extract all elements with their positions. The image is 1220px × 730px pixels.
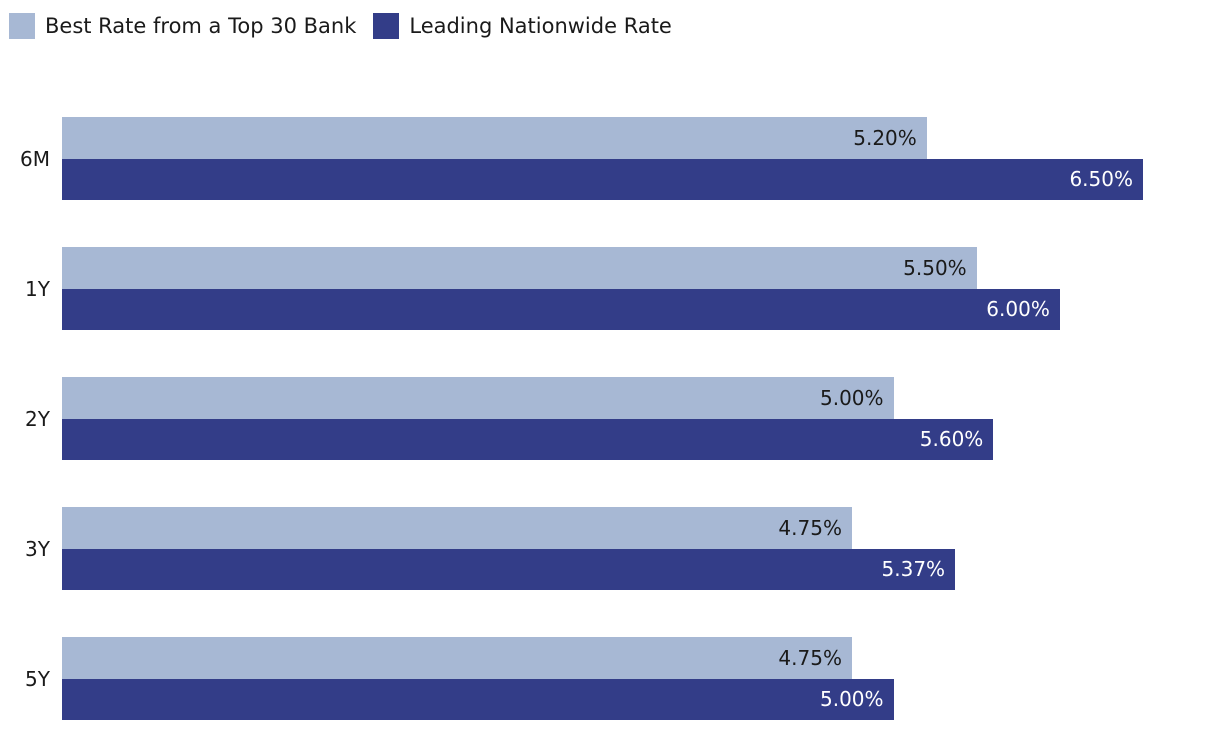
bar-nationwide: 5.60% <box>62 418 994 460</box>
category-label: 3Y <box>25 536 50 561</box>
bar-top30-bank: 4.75% <box>62 637 852 679</box>
bar-value-label: 5.00% <box>819 687 884 712</box>
category-label: 5Y <box>25 666 50 691</box>
bar-value-label: 4.75% <box>778 515 842 540</box>
bar-value-label: 5.20% <box>853 125 917 150</box>
bar-stack: 4.75% 5.00% <box>62 637 1220 720</box>
legend-item-nationwide: Leading Nationwide Rate <box>373 13 672 39</box>
bar-top30-bank: 4.75% <box>62 507 852 549</box>
category-label: 2Y <box>25 406 50 431</box>
bar-group-5y: 5Y 4.75% 5.00% <box>0 637 1220 720</box>
bar-top30-bank: 5.50% <box>62 247 977 289</box>
bar-stack: 5.20% 6.50% <box>62 117 1220 200</box>
bar-stack: 4.75% 5.37% <box>62 507 1220 590</box>
category-label: 6M <box>20 146 50 171</box>
bar-group-1y: 1Y 5.50% 6.00% <box>0 247 1220 330</box>
bar-value-label: 6.50% <box>1069 167 1133 192</box>
legend-label-nationwide: Leading Nationwide Rate <box>409 14 672 38</box>
bar-value-label: 6.00% <box>986 297 1050 322</box>
legend-label-top30: Best Rate from a Top 30 Bank <box>45 14 357 38</box>
bar-value-label: 5.60% <box>919 427 984 452</box>
bar-stack: 5.00% 5.60% <box>62 377 1220 460</box>
bar-value-label: 5.50% <box>903 255 967 280</box>
chart-legend: Best Rate from a Top 30 Bank Leading Nat… <box>9 13 672 39</box>
bar-value-label: 4.75% <box>778 645 842 670</box>
category-label: 1Y <box>25 276 50 301</box>
bar-chart: 6M 5.20% 6.50% 1Y 5.50% 6.00% 2Y 5.00% 5.60% 3Y 4.… <box>0 117 1220 720</box>
bar-nationwide: 6.00% <box>62 288 1060 330</box>
bar-stack: 5.50% 6.00% <box>62 247 1220 330</box>
bar-group-3y: 3Y 4.75% 5.37% <box>0 507 1220 590</box>
bar-nationwide: 6.50% <box>62 158 1143 200</box>
legend-swatch-top30 <box>9 13 35 39</box>
bar-top30-bank: 5.00% <box>62 377 894 419</box>
bar-group-6m: 6M 5.20% 6.50% <box>0 117 1220 200</box>
bar-top30-bank: 5.20% <box>62 117 927 159</box>
bar-nationwide: 5.37% <box>62 548 956 590</box>
legend-item-top30: Best Rate from a Top 30 Bank <box>9 13 356 39</box>
legend-swatch-nationwide <box>373 13 400 39</box>
bar-value-label: 5.37% <box>881 557 946 582</box>
bar-group-2y: 2Y 5.00% 5.60% <box>0 377 1220 460</box>
bar-nationwide: 5.00% <box>62 678 894 720</box>
bar-value-label: 5.00% <box>819 385 884 410</box>
